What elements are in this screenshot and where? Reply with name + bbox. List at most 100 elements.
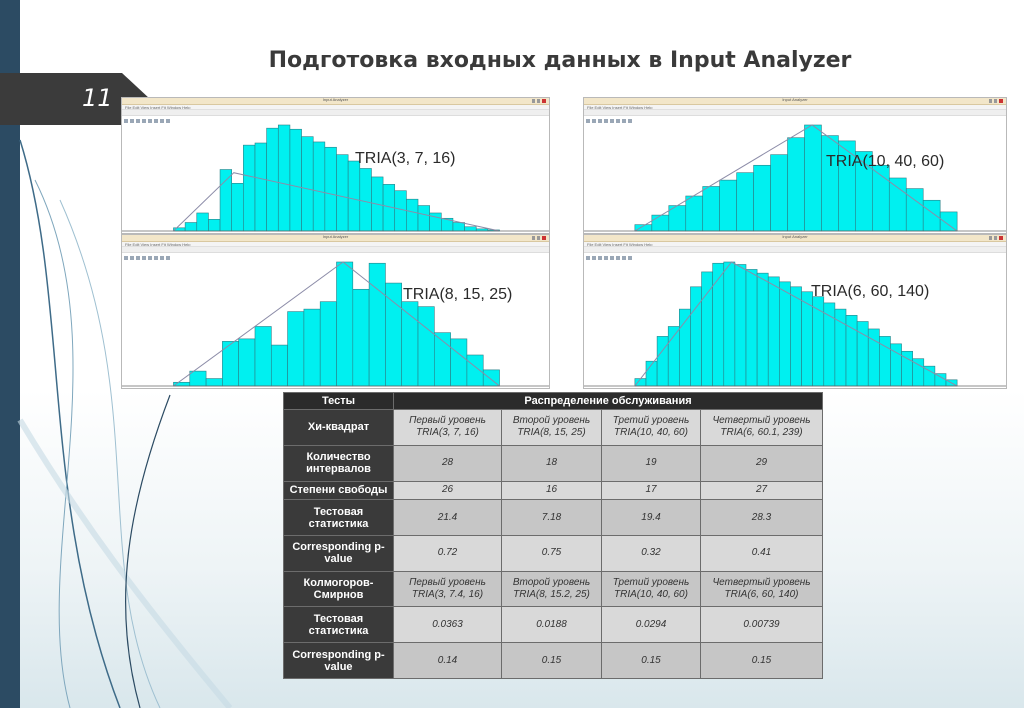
- window-toolbar[interactable]: [584, 110, 1006, 123]
- histogram-bar: [254, 326, 272, 387]
- distribution-label: TRIA(6, 60, 140): [811, 283, 930, 300]
- table-header-row: Тесты Распределение обслуживания: [283, 392, 824, 410]
- histogram-window-tria-10-40-60: Input Analyzer File Edit View Insert Fit…: [583, 97, 1007, 234]
- window-buttons-icon[interactable]: [532, 236, 546, 240]
- histogram-bar: [790, 286, 802, 387]
- histogram-bar: [834, 308, 847, 387]
- fitted-density-line: [634, 124, 958, 232]
- histogram-bar: [336, 154, 349, 232]
- table-row: Corresponding p-value 0.72 0.75 0.32 0.41: [283, 534, 824, 572]
- histogram-bar: [756, 272, 769, 387]
- histogram-bar: [270, 344, 288, 387]
- window-titlebar: Input Analyzer: [584, 235, 1006, 242]
- value-cell: 0.32: [601, 534, 701, 572]
- row-header: Corresponding p-value: [283, 534, 394, 572]
- distribution-label: TRIA(10, 40, 60): [826, 153, 945, 170]
- table-row: Хи-квадрат Первый уровень TRIA(3, 7, 16) В…: [283, 409, 824, 446]
- window-titlebar: Input Analyzer: [122, 235, 549, 242]
- histogram-bar: [723, 261, 736, 387]
- histogram-bar: [312, 141, 326, 232]
- histogram-window-tria-8-15-25: Input Analyzer File Edit View Insert Fit…: [121, 234, 550, 389]
- histogram-bar: [685, 195, 704, 232]
- histogram-bar: [905, 188, 924, 232]
- histogram-bar: [745, 269, 758, 387]
- histogram-bar: [888, 177, 907, 232]
- histogram-bar: [231, 183, 244, 232]
- window-menubar[interactable]: File Edit View Insert Fit Window Help: [584, 105, 1006, 110]
- histogram-bar: [303, 308, 321, 387]
- value-cell: 0.00739: [699, 606, 824, 644]
- value-cell: 19: [601, 444, 701, 482]
- histogram-bar: [406, 198, 419, 232]
- fitted-density-line: [634, 261, 958, 387]
- histogram-window-tria-6-60-140: Input Analyzer File Edit View Insert Fit…: [583, 234, 1007, 389]
- value-cell: 17: [601, 480, 701, 501]
- row-header: Тестовая статистика: [283, 499, 394, 536]
- histogram-bar: [368, 262, 386, 387]
- histogram-bar: [787, 137, 805, 232]
- histogram-bar: [287, 311, 305, 387]
- value-cell: 0.14: [393, 642, 502, 679]
- window-titlebar: Input Analyzer: [122, 98, 549, 105]
- histogram-bar: [734, 264, 747, 387]
- value-cell: 27: [699, 480, 824, 501]
- histogram-bar: [243, 144, 256, 232]
- window-buttons-icon[interactable]: [532, 99, 546, 103]
- value-cell: 0.15: [601, 642, 701, 679]
- window-buttons-icon[interactable]: [989, 99, 1003, 103]
- histogram-bar: [254, 142, 267, 232]
- level-cell: Первый уровень TRIA(3, 7.4, 16): [393, 570, 502, 608]
- histogram-chart: [122, 261, 549, 387]
- histogram-bar: [196, 212, 209, 232]
- histogram-window-tria-3-7-16: Input Analyzer File Edit View Insert Fit…: [121, 97, 550, 234]
- level-cell: Четвертый уровень TRIA(6, 60.1, 239): [699, 409, 824, 446]
- histogram-bar: [719, 179, 737, 232]
- histogram-bar: [417, 205, 430, 232]
- histogram-bar: [189, 370, 207, 387]
- table-row: Тестовая статистика 0.0363 0.0188 0.0294 0.0…: [283, 606, 824, 644]
- histogram-bar: [690, 286, 702, 387]
- histogram-bar: [753, 164, 771, 232]
- histogram-bar: [208, 219, 221, 232]
- window-menubar[interactable]: File Edit View Insert Fit Window Help: [584, 242, 1006, 247]
- window-toolbar[interactable]: [122, 110, 549, 123]
- histogram-bar: [679, 308, 691, 387]
- table-row: Corresponding p-value 0.14 0.15 0.15 0.15: [283, 642, 824, 679]
- histogram-bar: [767, 276, 780, 387]
- histogram-chart: [584, 261, 1006, 387]
- value-cell: 16: [501, 480, 602, 501]
- level-cell: Третий уровень TRIA(10, 40, 60): [601, 570, 701, 608]
- histogram-bar: [184, 222, 198, 232]
- header-distribution: Распределение обслуживания: [392, 392, 824, 410]
- level-cell: Второй уровень TRIA(8, 15, 25): [501, 409, 602, 446]
- table-row: Тестовая статистика 21.4 7.18 19.4 28.3: [283, 499, 824, 536]
- histogram-bar: [450, 338, 468, 387]
- distribution-label: TRIA(3, 7, 16): [355, 150, 456, 167]
- row-header: Колмогоров-Смирнов: [283, 570, 394, 608]
- value-cell: 0.75: [501, 534, 602, 572]
- value-cell: 29: [699, 444, 824, 482]
- histogram-bar: [452, 222, 465, 232]
- value-cell: 26: [393, 480, 502, 501]
- value-cell: 18: [501, 444, 602, 482]
- level-cell: Третий уровень TRIA(10, 40, 60): [601, 409, 701, 446]
- histogram-bar: [934, 373, 947, 387]
- row-header: Хи-квадрат: [283, 409, 394, 446]
- value-cell: 0.41: [699, 534, 824, 572]
- window-menubar[interactable]: File Edit View Insert Fit Window Help: [122, 105, 549, 110]
- histogram-bar: [394, 190, 407, 232]
- window-menubar[interactable]: File Edit View Insert Fit Window Help: [122, 242, 549, 247]
- value-cell: 28.3: [699, 499, 824, 536]
- histogram-bar: [464, 226, 477, 232]
- window-toolbar[interactable]: [584, 247, 1006, 260]
- histogram-bar: [804, 124, 822, 232]
- window-buttons-icon[interactable]: [989, 236, 1003, 240]
- window-toolbar[interactable]: [122, 247, 549, 260]
- histogram-bar: [385, 282, 403, 387]
- histogram-bar: [352, 288, 370, 387]
- row-header: Степени свободы: [283, 480, 394, 501]
- value-cell: 21.4: [393, 499, 502, 536]
- histogram-bar: [922, 199, 941, 232]
- value-cell: 19.4: [601, 499, 701, 536]
- value-cell: 7.18: [501, 499, 602, 536]
